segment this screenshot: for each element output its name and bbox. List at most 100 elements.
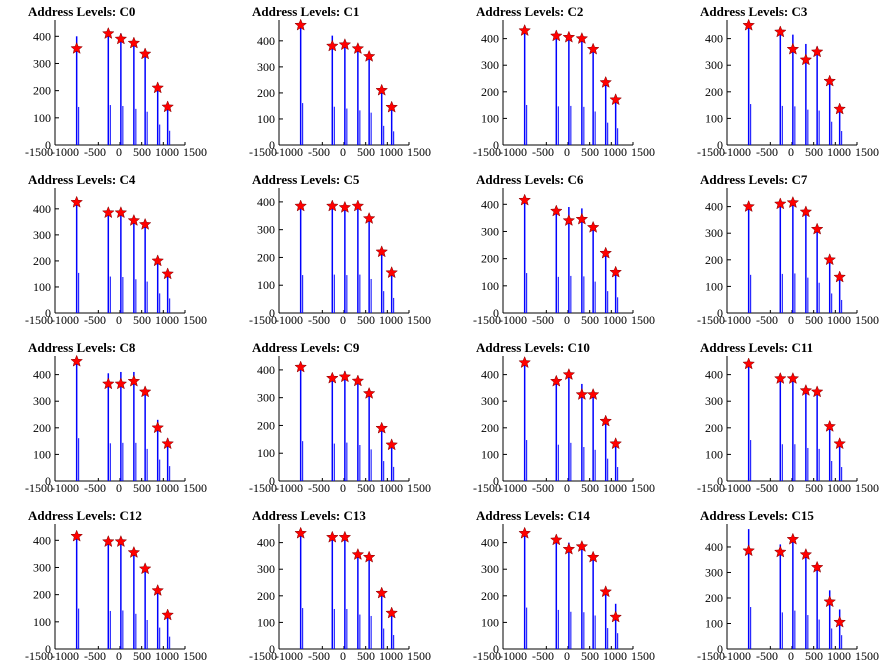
y-tick-label: 300 [481,394,499,408]
peak-star-marker [549,533,563,546]
peak-star-marker [151,421,165,434]
peak-star-marker [586,550,600,563]
x-tick-label: 0 [788,649,794,663]
x-tick-label: 1500 [183,313,207,327]
y-tick-label: 0 [717,306,723,320]
chart-panel-8: Address Levels: C8 0 100 200 300 400 -1500 -100… [0,336,224,504]
peak-star-marker [609,437,623,450]
y-tick-label: 300 [481,58,499,72]
x-tick-label: 500 [581,313,599,327]
chart-title: Address Levels: C8 [28,340,136,355]
x-tick-label: 1000 [155,481,179,495]
peak-star-marker [599,246,613,259]
x-tick-label: -1000 [51,481,79,495]
peak-star-marker [375,83,389,96]
peak-star-marker [161,608,175,621]
y-tick-label: 400 [257,363,275,377]
chart-plot: 0 100 200 300 400 -1500-1000 -500 0 500 1000 1500 [697,356,879,495]
chart-plot: 0 100 200 300 400 -1500-1000 -500 0 500 1000 1500 [249,524,431,663]
y-tick-label: 0 [269,474,275,488]
peak-star-marker [799,205,813,218]
x-tick-label: 500 [581,649,599,663]
y-tick-label: 400 [257,536,275,550]
peak-star-marker [325,39,339,52]
peak-star-marker [609,610,623,623]
peak-star-marker [151,583,165,596]
x-tick-label: 0 [116,649,122,663]
x-tick-label: 0 [788,313,794,327]
x-tick-label: 1000 [827,145,851,159]
y-tick-label: 300 [705,58,723,72]
x-tick-label: -500 [532,313,554,327]
peak-star-marker [351,199,365,212]
x-tick-label: -500 [84,649,106,663]
y-tick-label: 300 [257,391,275,405]
peak-star-marker [114,377,128,390]
y-tick-label: 0 [45,306,51,320]
x-tick-label: 500 [805,145,823,159]
peak-star-marker [599,585,613,598]
peak-star-marker [562,367,576,381]
peak-star-marker [609,265,623,278]
peak-star-marker [114,206,128,219]
chart-panel-9: Address Levels: C9 0 100 200 300 400 -1500 -100… [224,336,448,504]
y-tick-label: 0 [269,642,275,656]
peak-star-marker [742,199,756,213]
x-tick-label: -500 [532,145,554,159]
x-tick-label: 1000 [379,313,403,327]
peak-star-marker [575,539,589,553]
chart-title: Address Levels: C7 [700,172,808,187]
y-tick-label: 100 [705,279,723,293]
y-tick-label: 200 [481,85,499,99]
y-tick-label: 0 [493,306,499,320]
peak-star-marker [294,18,308,31]
chart-plot: 0 100 200 300 400 -1500-1000 -500 0 500 1000 1500 [249,188,431,327]
chart-panel-7: Address Levels: C7 0 100 200 300 400 -1500 -100… [672,168,896,336]
peak-star-marker [70,195,84,208]
y-tick-label: 400 [33,29,51,43]
x-tick-label: 0 [788,145,794,159]
chart-title: Address Levels: C2 [476,4,584,19]
x-tick-label: 500 [357,649,375,663]
peak-star-marker [742,544,756,557]
x-tick-label: 500 [581,145,599,159]
peak-star-marker [294,199,308,212]
peak-star-marker [823,419,837,432]
y-tick-label: 200 [705,253,723,267]
x-tick-label: 500 [133,649,151,663]
chart-panel-5: Address Levels: C5 0 100 200 300 400 -1500 -100… [224,168,448,336]
y-tick-label: 100 [257,278,275,292]
x-tick-label: 1500 [407,481,431,495]
peak-star-marker [127,374,141,387]
x-tick-label: 0 [340,481,346,495]
peak-star-marker [70,354,84,367]
y-tick-label: 200 [481,589,499,603]
chart-title: Address Levels: C5 [252,172,360,187]
y-tick-label: 100 [33,111,51,125]
peak-star-marker [575,31,589,45]
y-tick-label: 0 [269,306,275,320]
chart-plot: 0 100 200 300 400 -1500-1000 -500 0 500 1000 1500 [473,188,655,327]
chart-title: Address Levels: C10 [476,340,590,355]
peak-star-marker [101,534,115,548]
peak-star-marker [325,371,339,384]
x-tick-label: 1000 [603,145,627,159]
x-tick-label: 1500 [855,649,879,663]
x-tick-label: 1000 [155,145,179,159]
x-tick-label: -500 [756,145,778,159]
peak-star-marker [294,526,308,539]
y-tick-label: 400 [705,32,723,46]
x-tick-label: 0 [116,481,122,495]
y-tick-label: 100 [705,447,723,461]
x-tick-label: -1000 [275,313,303,327]
x-tick-label: 1000 [379,649,403,663]
y-tick-label: 200 [33,588,51,602]
peak-star-marker [773,25,787,38]
y-tick-label: 100 [481,111,499,125]
peak-star-marker [385,438,399,451]
peak-star-marker [362,550,376,563]
y-tick-label: 100 [481,447,499,461]
y-tick-label: 200 [33,421,51,435]
y-tick-label: 200 [705,85,723,99]
